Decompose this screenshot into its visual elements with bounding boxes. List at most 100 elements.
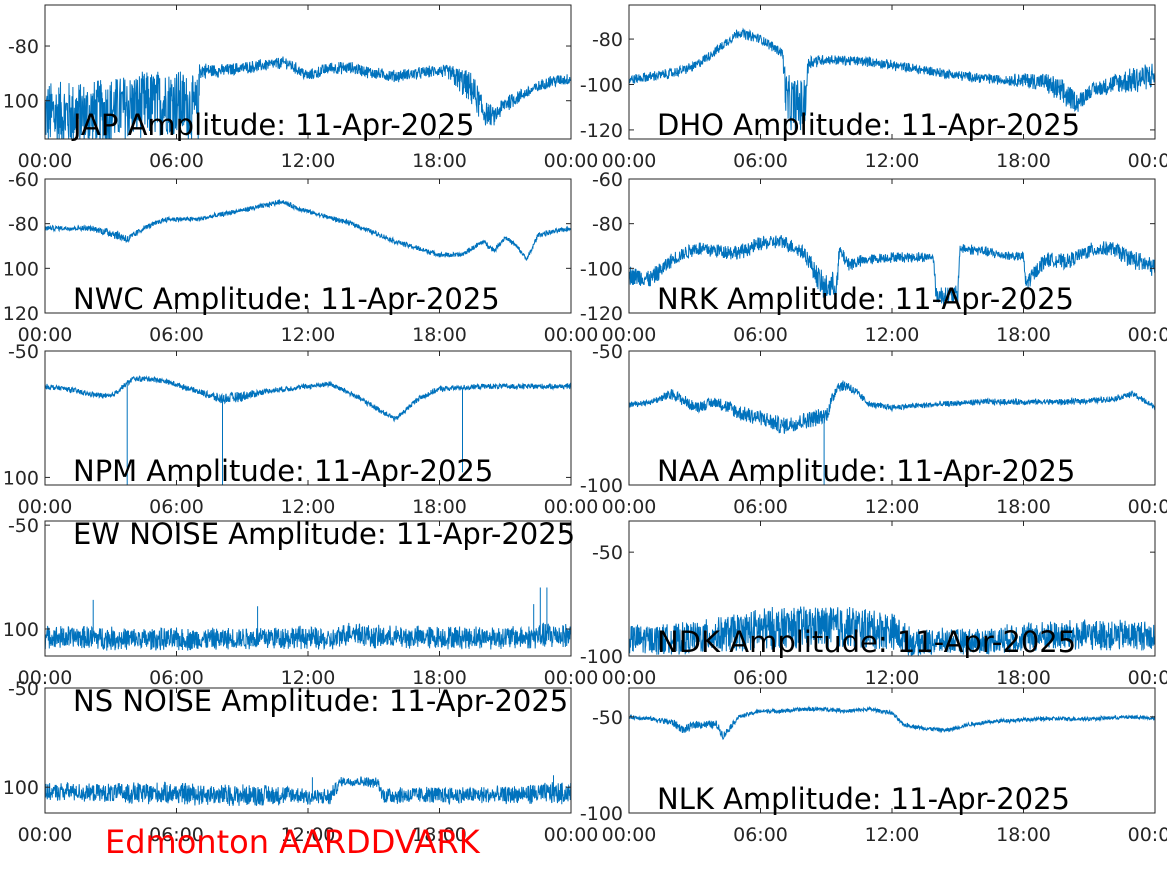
series-line	[629, 606, 1155, 656]
x-tick-label: 12:00	[281, 150, 336, 172]
x-tick-label: 00:00	[544, 150, 599, 172]
x-tick-label: 12:00	[281, 324, 336, 346]
x-tick-label: 00:00	[18, 667, 73, 689]
y-tick-label: -100	[580, 258, 623, 280]
x-tick-label: 00:00	[544, 496, 599, 518]
series-line	[629, 235, 1155, 305]
series-line	[45, 775, 571, 806]
y-tick-label: -120	[580, 303, 623, 325]
chart-panel: -80-100-12000:0006:0012:0018:0000:00DHO …	[580, 4, 1167, 172]
x-tick-label: 12:00	[865, 496, 920, 518]
y-tick-label: -100	[580, 646, 623, 668]
series-line	[45, 587, 571, 651]
chart-panel: -50 100 00:00 06:00 12:00 18:00 00:00 NS NOISE …	[3, 678, 599, 846]
panel-title: DHO Amplitude: 11-Apr-2025	[657, 108, 1080, 142]
x-tick-label: 00:00	[18, 496, 73, 518]
y-tick-label: -50	[592, 542, 623, 564]
y-tick-label: -100	[580, 803, 623, 825]
x-tick-label: 18:00	[996, 824, 1051, 846]
panels: -80 100 00:00 06:00 12:00 18:00 00:00 JAP Ampli…	[3, 4, 1167, 846]
x-tick-label: 18:00	[412, 496, 467, 518]
y-tick-label: -100	[580, 74, 623, 96]
panel-title: EW NOISE Amplitude: 11-Apr-2025	[73, 517, 575, 551]
y-tick-label: -50	[592, 707, 623, 729]
panel-title: NDK Amplitude: 11-Apr-2025	[657, 625, 1076, 659]
chart-panel: -60-80-100-12000:0006:0012:0018:0000:00N…	[580, 169, 1167, 346]
x-tick-label: 06:00	[733, 824, 788, 846]
panel-title: NRK Amplitude: 11-Apr-2025	[657, 282, 1074, 316]
y-tick-label: -120	[580, 120, 623, 142]
x-tick-label: 00:00	[544, 824, 599, 846]
panel-title: JAP Amplitude: 11-Apr-2025	[71, 108, 475, 142]
y-tick-label: -50	[8, 341, 39, 363]
chart-panel: -50 100 00:00 06:00 12:00 18:00 00:00 EW NOISE …	[3, 515, 599, 689]
x-tick-label: 12:00	[865, 324, 920, 346]
panel-title: NAA Amplitude: 11-Apr-2025	[657, 454, 1075, 488]
panel-title: NPM Amplitude: 11-Apr-2025	[73, 454, 493, 488]
x-tick-label: 18:00	[412, 324, 467, 346]
x-tick-label: 12:00	[865, 667, 920, 689]
x-tick-label: 12:00	[281, 496, 336, 518]
y-tick-label: -80	[8, 214, 39, 236]
panel-title: NS NOISE Amplitude: 11-Apr-2025	[73, 684, 568, 718]
panel-title: NWC Amplitude: 11-Apr-2025	[73, 282, 500, 316]
x-tick-label: 12:00	[281, 667, 336, 689]
panel-title: NLK Amplitude: 11-Apr-2025	[657, 782, 1070, 816]
y-tick-label: -80	[8, 36, 39, 58]
x-tick-label: 00:00	[602, 667, 657, 689]
x-tick-label: 18:00	[996, 667, 1051, 689]
y-tick-label: 100	[3, 91, 39, 113]
y-tick-label: -100	[580, 475, 623, 497]
x-tick-label: 18:00	[412, 150, 467, 172]
y-tick-label: -60	[592, 169, 623, 191]
y-tick-label: -50	[8, 678, 39, 700]
x-tick-label: 00:00	[1128, 496, 1167, 518]
series-line	[629, 27, 1155, 132]
x-tick-label: 06:00	[149, 496, 204, 518]
x-tick-label: 00:00	[18, 824, 73, 846]
y-tick-label: -50	[592, 341, 623, 363]
y-tick-label: 120	[3, 303, 39, 325]
y-tick-label: -50	[8, 515, 39, 537]
x-tick-label: 06:00	[149, 150, 204, 172]
x-tick-label: 00:00	[1128, 150, 1167, 172]
x-tick-label: 06:00	[149, 324, 204, 346]
x-tick-label: 00:00	[602, 496, 657, 518]
series-line	[45, 374, 571, 485]
x-tick-label: 00:00	[18, 150, 73, 172]
y-tick-label: -60	[8, 169, 39, 191]
x-tick-label: 00:00	[1128, 824, 1167, 846]
x-tick-label: 18:00	[996, 150, 1051, 172]
x-tick-label: 00:00	[544, 667, 599, 689]
y-tick-label: 100	[3, 467, 39, 489]
x-tick-label: 12:00	[865, 824, 920, 846]
x-tick-label: 06:00	[149, 824, 204, 846]
x-tick-label: 06:00	[733, 496, 788, 518]
x-tick-label: 00:00	[1128, 324, 1167, 346]
x-tick-label: 00:00	[18, 324, 73, 346]
y-tick-label: 100	[3, 777, 39, 799]
x-tick-label: 18:00	[996, 324, 1051, 346]
series-line	[45, 56, 571, 139]
footer-label: Edmonton AARDDVARK	[105, 823, 481, 861]
y-tick-label: -80	[592, 214, 623, 236]
y-tick-label: -80	[592, 29, 623, 51]
y-tick-label: 100	[3, 258, 39, 280]
series-line	[45, 199, 571, 261]
x-tick-label: 00:00	[602, 150, 657, 172]
x-tick-label: 00:00	[602, 824, 657, 846]
x-tick-label: 06:00	[733, 324, 788, 346]
x-tick-label: 00:00	[544, 324, 599, 346]
x-tick-label: 18:00	[996, 496, 1051, 518]
x-tick-label: 18:00	[412, 667, 467, 689]
chart-panel: -80 100 00:00 06:00 12:00 18:00 00:00 JAP Ampli…	[3, 4, 599, 172]
x-tick-label: 12:00	[865, 150, 920, 172]
x-tick-label: 00:00	[602, 324, 657, 346]
x-tick-label: 06:00	[733, 667, 788, 689]
x-tick-label: 12:00	[281, 824, 336, 846]
x-tick-label: 06:00	[733, 150, 788, 172]
